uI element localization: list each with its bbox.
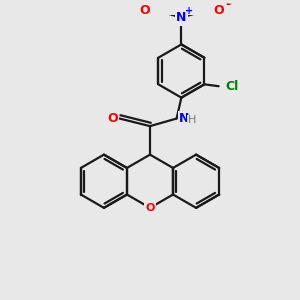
Text: O: O bbox=[108, 112, 118, 125]
Text: H: H bbox=[188, 116, 196, 125]
Text: N: N bbox=[178, 112, 189, 125]
Text: -: - bbox=[225, 0, 230, 11]
Text: +: + bbox=[185, 6, 193, 16]
Text: O: O bbox=[145, 203, 155, 213]
Text: N: N bbox=[176, 11, 187, 24]
Text: O: O bbox=[139, 4, 150, 17]
Text: O: O bbox=[213, 4, 224, 17]
Text: Cl: Cl bbox=[225, 80, 239, 93]
